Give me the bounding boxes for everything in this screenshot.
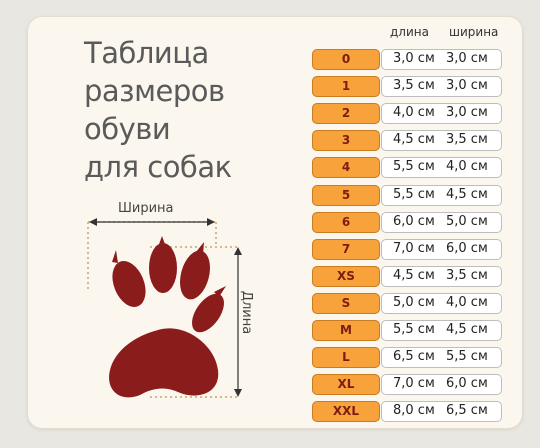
value-box [381,374,502,395]
length-value: 5,0 см [393,295,435,310]
table-row: S 5,0 см 4,0 см [312,293,502,314]
size-label: L [312,347,380,368]
value-box [381,185,502,206]
size-label: S [312,293,380,314]
value-box [381,320,502,341]
value-box [381,212,502,233]
width-value: 6,0 см [446,241,488,256]
size-label: XL [312,374,380,395]
length-value: 7,0 см [393,241,435,256]
size-label: M [312,320,380,341]
value-box [381,76,502,97]
length-value: 7,0 см [393,376,435,391]
value-box [381,103,502,124]
table-row: XXL 8,0 см 6,5 см [312,401,502,422]
size-label: 0 [312,49,380,70]
table-row: M 5,5 см 4,5 см [312,320,502,341]
width-value: 3,5 см [446,268,488,283]
length-value: 6,0 см [393,214,435,229]
width-value: 3,0 см [446,78,488,93]
column-header-length: длина [390,25,429,39]
value-box [381,347,502,368]
table-row: XS 4,5 см 3,5 см [312,266,502,287]
length-value: 5,5 см [393,322,435,337]
length-value: 6,5 см [393,349,435,364]
length-value: 3,5 см [393,78,435,93]
length-label: Длина [239,290,255,335]
width-value: 3,0 см [446,105,488,120]
title-line-1: Таблица [84,36,209,70]
value-box [381,239,502,260]
value-box [381,49,502,70]
value-box [381,401,502,422]
width-value: 5,5 см [446,349,488,364]
table-row: 4 5,5 см 4,0 см [312,157,502,178]
width-value: 3,0 см [446,51,488,66]
title-line-3: обуви [84,112,171,146]
length-value: 4,5 см [393,268,435,283]
length-value: 3,0 см [393,51,435,66]
table-row: 3 4,5 см 3,5 см [312,130,502,151]
length-value: 8,0 см [393,403,435,418]
table-row: 7 7,0 см 6,0 см [312,239,502,260]
width-value: 6,5 см [446,403,488,418]
table-row: XL 7,0 см 6,0 см [312,374,502,395]
width-value: 3,5 см [446,132,488,147]
column-header-width: ширина [449,25,499,39]
size-label: 7 [312,239,380,260]
title-line-2: размеров [84,74,225,108]
length-value: 4,0 см [393,105,435,120]
size-label: 3 [312,130,380,151]
size-label: XS [312,266,380,287]
table-row: 5 5,5 см 4,5 см [312,185,502,206]
table-row: 0 3,0 см 3,0 см [312,49,502,70]
table-row: 2 4,0 см 3,0 см [312,103,502,124]
table-row: 6 6,0 см 5,0 см [312,212,502,233]
size-label: 6 [312,212,380,233]
value-box [381,266,502,287]
value-box [381,293,502,314]
size-label: 2 [312,103,380,124]
width-label: Ширина [118,201,174,216]
width-value: 6,0 см [446,376,488,391]
width-value: 4,0 см [446,159,488,174]
title-line-4: для собак [84,150,232,184]
width-value: 4,5 см [446,187,488,202]
size-label: 5 [312,185,380,206]
value-box [381,130,502,151]
chart-title: Таблица размеров обуви для собак [84,34,232,186]
size-label: XXL [312,401,380,422]
width-value: 4,5 см [446,322,488,337]
width-value: 4,0 см [446,295,488,310]
table-row: 1 3,5 см 3,0 см [312,76,502,97]
table-row: L 6,5 см 5,5 см [312,347,502,368]
length-value: 5,5 см [393,159,435,174]
size-label: 1 [312,76,380,97]
size-label: 4 [312,157,380,178]
value-box [381,157,502,178]
length-value: 5,5 см [393,187,435,202]
length-value: 4,5 см [393,132,435,147]
width-value: 5,0 см [446,214,488,229]
